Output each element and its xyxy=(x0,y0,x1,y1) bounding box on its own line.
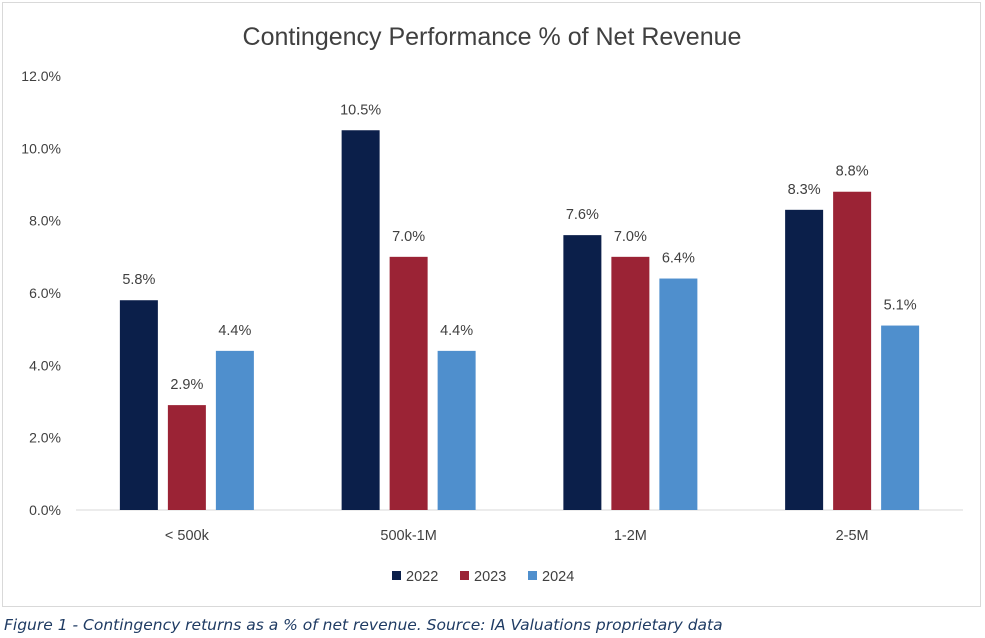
bar-chart: Contingency Performance % of Net Revenue… xyxy=(21,23,963,585)
bar-data-label: 10.5% xyxy=(340,102,381,118)
bar-data-label: 4.4% xyxy=(440,323,473,339)
bar-2023 xyxy=(167,405,206,510)
bar-data-label: 7.0% xyxy=(392,229,425,245)
legend-swatch-2024 xyxy=(528,571,537,580)
y-tick-label: 8.0% xyxy=(29,213,61,229)
bar-data-label: 4.4% xyxy=(218,323,251,339)
legend-label: 2024 xyxy=(542,569,574,585)
bar-2022 xyxy=(341,130,380,510)
bar-2023 xyxy=(611,256,650,510)
y-tick-label: 12.0% xyxy=(21,68,61,84)
bar-2022 xyxy=(119,300,158,510)
x-tick-label: < 500k xyxy=(165,528,210,544)
y-tick-label: 6.0% xyxy=(29,285,61,301)
bar-2022 xyxy=(785,209,824,511)
legend-swatch-2022 xyxy=(392,571,401,580)
bar-2024 xyxy=(437,350,476,510)
y-tick-label: 10.0% xyxy=(21,140,61,156)
legend-swatch-2023 xyxy=(460,571,469,580)
bar-data-label: 6.4% xyxy=(662,251,695,267)
bar-2024 xyxy=(881,325,920,510)
bar-data-label: 7.0% xyxy=(614,229,647,245)
chart-frame: Contingency Performance % of Net Revenue… xyxy=(2,2,981,607)
bar-data-label: 5.8% xyxy=(122,272,155,288)
bar-data-label: 8.8% xyxy=(836,164,869,180)
bar-2022 xyxy=(563,235,602,510)
bar-data-label: 8.3% xyxy=(788,182,821,198)
bar-2024 xyxy=(215,350,254,510)
figure-caption: Figure 1 - Contingency returns as a % of… xyxy=(4,616,723,634)
x-tick-label: 500k-1M xyxy=(380,528,436,544)
bar-2023 xyxy=(833,191,872,510)
bar-2023 xyxy=(389,256,428,510)
chart-title: Contingency Performance % of Net Revenue xyxy=(243,23,742,51)
legend-label: 2023 xyxy=(474,569,506,585)
y-tick-label: 2.0% xyxy=(29,430,61,446)
x-tick-label: 1-2M xyxy=(614,528,647,544)
y-tick-label: 4.0% xyxy=(29,357,61,373)
bar-data-label: 2.9% xyxy=(170,377,203,393)
legend-label: 2022 xyxy=(406,569,438,585)
bar-2024 xyxy=(659,278,698,510)
x-tick-label: 2-5M xyxy=(836,528,869,544)
y-tick-label: 0.0% xyxy=(29,502,61,518)
bar-data-label: 5.1% xyxy=(884,298,917,314)
bar-data-label: 7.6% xyxy=(566,207,599,223)
